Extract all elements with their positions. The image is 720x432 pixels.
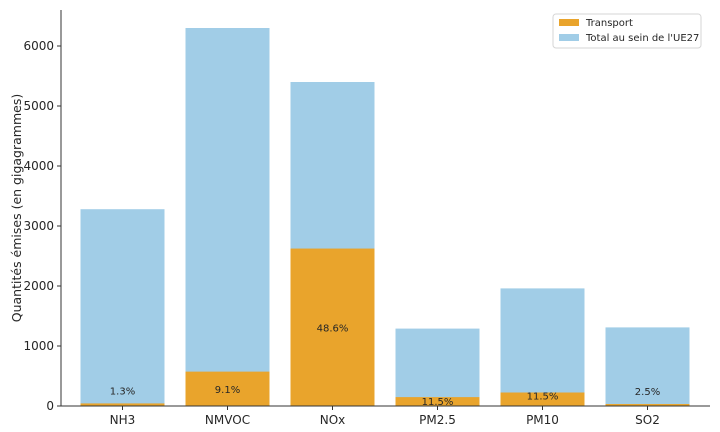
y-tick-label: 2000: [23, 279, 54, 293]
bar-transport-nh3: [80, 403, 165, 406]
legend-swatch: [559, 34, 579, 41]
bar-total-pm25: [395, 328, 480, 406]
pct-label-nmvoc: 9.1%: [215, 385, 240, 396]
axes: 0 1000 2000 3000 4000 5000 6000 NH3 NMVOC NOx PM2.…: [23, 10, 710, 427]
y-tick-label: 5000: [23, 99, 54, 113]
percentage-labels: 1.3% 9.1% 48.6% 11.5% 11.5% 2.5%: [110, 323, 660, 408]
bar-transport-so2: [605, 404, 690, 406]
legend-label: Total au sein de l'UE27: [585, 33, 699, 44]
pct-label-pm10: 11.5%: [527, 392, 559, 403]
total-bars: [80, 28, 690, 406]
x-tick-label: NMVOC: [205, 413, 250, 427]
bar-transport-nmvoc: [185, 371, 270, 406]
y-axis-label: Quantités émises (en gigagrammes): [9, 94, 24, 322]
y-tick-label: 6000: [23, 39, 54, 53]
bar-total-nmvoc: [185, 28, 270, 406]
bar-transport-pm25: [395, 397, 480, 406]
legend: Transport Total au sein de l'UE27: [552, 13, 702, 49]
legend-swatch: [559, 19, 579, 26]
bar-transport-nox: [290, 248, 375, 406]
bar-transport-pm10: [500, 392, 585, 406]
bar-total-so2: [605, 327, 690, 406]
transport-bars: [80, 248, 690, 406]
x-tick-label: NOx: [320, 413, 346, 427]
pct-label-pm25: 11.5%: [422, 397, 454, 408]
x-tick-label: SO2: [635, 413, 660, 427]
x-tick-label: PM10: [526, 413, 559, 427]
pct-label-nh3: 1.3%: [110, 386, 135, 397]
legend-box: [552, 13, 702, 49]
y-tick-label: 4000: [23, 159, 54, 173]
y-tick-label: 1000: [23, 339, 54, 353]
y-tick-label: 3000: [23, 219, 54, 233]
bar-total-pm10: [500, 288, 585, 406]
pct-label-nox: 48.6%: [317, 323, 349, 334]
x-tick-label: PM2.5: [419, 413, 456, 427]
x-tick-label: NH3: [110, 413, 136, 427]
pct-label-so2: 2.5%: [635, 387, 660, 398]
y-tick-label: 0: [46, 399, 54, 413]
bar-total-nh3: [80, 209, 165, 406]
legend-label: Transport: [585, 18, 633, 29]
